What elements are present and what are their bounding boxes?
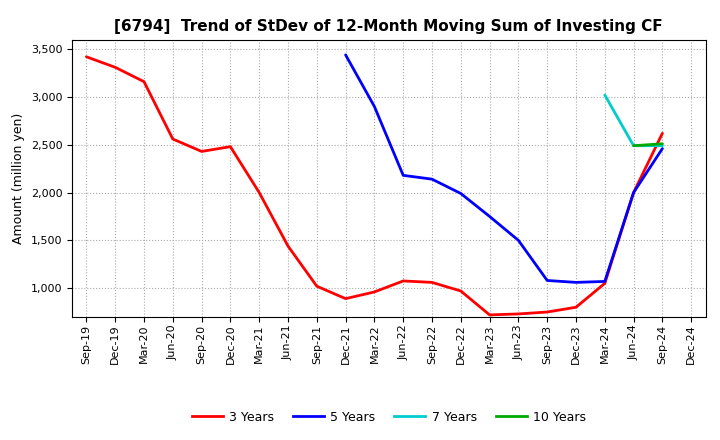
3 Years — [111, 65, 120, 70]
3 Years — [284, 243, 292, 249]
3 Years — [572, 304, 580, 310]
Legend: 3 Years, 5 Years, 7 Years, 10 Years: 3 Years, 5 Years, 7 Years, 10 Years — [186, 406, 591, 429]
5 Years — [485, 214, 494, 219]
7 Years — [658, 143, 667, 148]
5 Years — [370, 104, 379, 109]
5 Years — [658, 146, 667, 151]
5 Years — [514, 238, 523, 243]
3 Years — [168, 136, 177, 142]
Y-axis label: Amount (million yen): Amount (million yen) — [12, 113, 25, 244]
3 Years — [312, 283, 321, 289]
3 Years — [428, 280, 436, 285]
5 Years — [341, 52, 350, 58]
3 Years — [197, 149, 206, 154]
Line: 10 Years: 10 Years — [634, 144, 662, 146]
3 Years — [485, 312, 494, 318]
5 Years — [600, 279, 609, 284]
3 Years — [629, 190, 638, 195]
3 Years — [226, 144, 235, 149]
3 Years — [82, 54, 91, 59]
5 Years — [629, 190, 638, 195]
Line: 7 Years: 7 Years — [605, 95, 662, 146]
3 Years — [543, 309, 552, 315]
5 Years — [456, 191, 465, 196]
3 Years — [370, 290, 379, 295]
Line: 3 Years: 3 Years — [86, 57, 662, 315]
3 Years — [255, 190, 264, 195]
10 Years — [658, 141, 667, 147]
5 Years — [543, 278, 552, 283]
3 Years — [341, 296, 350, 301]
5 Years — [572, 280, 580, 285]
Title: [6794]  Trend of StDev of 12-Month Moving Sum of Investing CF: [6794] Trend of StDev of 12-Month Moving… — [114, 19, 663, 34]
3 Years — [600, 281, 609, 286]
3 Years — [140, 79, 148, 84]
Line: 5 Years: 5 Years — [346, 55, 662, 282]
10 Years — [629, 143, 638, 148]
3 Years — [399, 279, 408, 284]
7 Years — [629, 143, 638, 148]
7 Years — [600, 92, 609, 98]
3 Years — [456, 288, 465, 293]
5 Years — [399, 172, 408, 178]
5 Years — [428, 176, 436, 182]
3 Years — [658, 131, 667, 136]
3 Years — [514, 311, 523, 316]
